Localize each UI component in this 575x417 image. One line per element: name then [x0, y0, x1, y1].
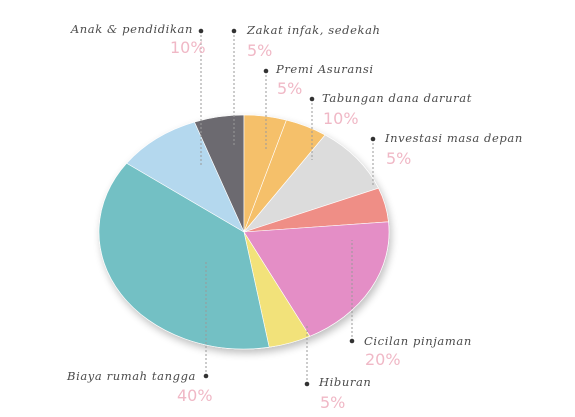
slice-label-cicilan-pinjaman: Cicilan pinjaman: [364, 334, 472, 348]
leader-dot-cicilan-pinjaman: [349, 338, 355, 344]
slice-value-cicilan-pinjaman: 20%: [365, 350, 401, 369]
leader-dot-anak-pendidikan: [198, 28, 204, 34]
pie-slice-anak-pendidikan: [126, 121, 245, 233]
leader-dot-investasi-masa-depan: [370, 136, 376, 142]
pie-slice-cicilan-pinjaman: [243, 221, 390, 337]
pie-slice-biaya-rumah-tangga: [98, 162, 270, 350]
slice-label-tabungan-dana-darurat: Tabungan dana darurat: [322, 91, 472, 105]
slice-value-hiburan: 5%: [320, 393, 345, 412]
leader-dot-hiburan: [304, 381, 310, 387]
slice-label-zakat-infak-sedekah: Zakat infak, sedekah: [246, 23, 381, 37]
leader-dot-biaya-rumah-tangga: [203, 373, 209, 379]
leader-dot-tabungan-dana-darurat: [309, 96, 315, 102]
slice-value-investasi-masa-depan: 5%: [386, 149, 411, 168]
slice-label-hiburan: Hiburan: [318, 375, 371, 389]
slice-value-anak-pendidikan: 10%: [170, 38, 206, 57]
slice-label-investasi-masa-depan: Investasi masa depan: [384, 131, 523, 145]
slice-label-anak-pendidikan: Anak & pendidikan: [70, 22, 193, 36]
pie-slice-tabungan-dana-darurat: [243, 134, 379, 233]
slice-value-tabungan-dana-darurat: 10%: [323, 109, 359, 128]
slice-label-biaya-rumah-tangga: Biaya rumah tangga: [66, 369, 196, 383]
slice-value-zakat-infak-sedekah: 5%: [247, 41, 272, 60]
leader-dot-premi-asuransi: [263, 68, 269, 74]
slice-label-premi-asuransi: Premi Asuransi: [275, 62, 374, 76]
leader-dot-zakat-infak-sedekah: [231, 28, 237, 34]
pie-slices: [98, 114, 390, 350]
slice-value-premi-asuransi: 5%: [277, 79, 302, 98]
slice-value-biaya-rumah-tangga: 40%: [177, 386, 213, 405]
